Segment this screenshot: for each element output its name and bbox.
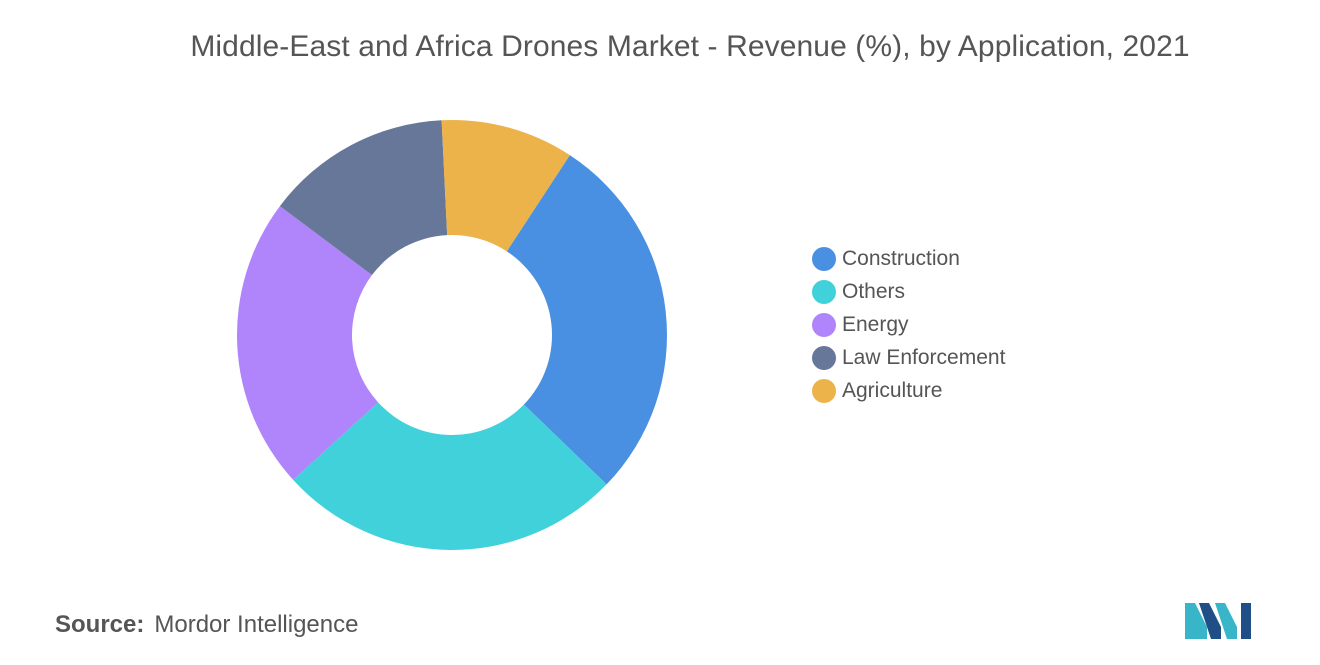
legend-swatch [812,279,836,304]
legend-label: Agriculture [842,378,943,402]
donut-slice-law-enforcement [279,120,448,276]
legend-item-law-enforcement: Law Enforcement [812,341,1005,374]
donut-slice-energy [236,206,379,480]
legend-item-others: Others [812,275,1005,308]
legend-swatch [812,246,836,271]
legend-swatch [812,378,836,403]
legend-swatch [812,312,836,337]
chart-title: Middle-East and Africa Drones Market - R… [190,30,1190,63]
donut-slice-agriculture [441,120,570,252]
donut-slice-construction [506,155,667,485]
legend-label: Construction [842,246,960,270]
legend-label: Others [842,279,906,303]
legend-item-agriculture: Agriculture [812,374,1005,407]
mordor-intelligence-logo-icon [1185,603,1251,639]
legend-label: Energy [842,312,909,336]
legend-label: Law Enforcement [842,345,1006,369]
source-label: Source: [55,611,145,638]
legend-swatch [812,345,836,370]
legend-item-energy: Energy [812,308,1005,341]
source-line: Source: Mordor Intelligence [55,611,358,639]
donut-slice-others [293,402,607,551]
legend-item-construction: Construction [812,242,1005,275]
source-value: Mordor Intelligence [154,611,359,638]
legend: Construction Others Energy Law Enforcement A… [812,242,1005,407]
